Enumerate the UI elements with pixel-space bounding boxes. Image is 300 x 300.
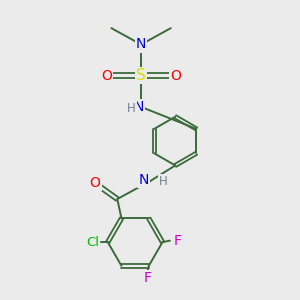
Text: Cl: Cl [86, 236, 99, 249]
Text: N: N [134, 100, 144, 114]
Text: N: N [138, 173, 148, 187]
Text: O: O [101, 69, 112, 83]
Text: O: O [90, 176, 101, 190]
Text: F: F [173, 234, 181, 248]
Text: H: H [127, 102, 136, 115]
Text: F: F [143, 271, 151, 285]
Text: O: O [170, 69, 181, 83]
Text: S: S [136, 68, 146, 83]
Text: H: H [159, 175, 168, 188]
Text: N: N [136, 38, 146, 52]
